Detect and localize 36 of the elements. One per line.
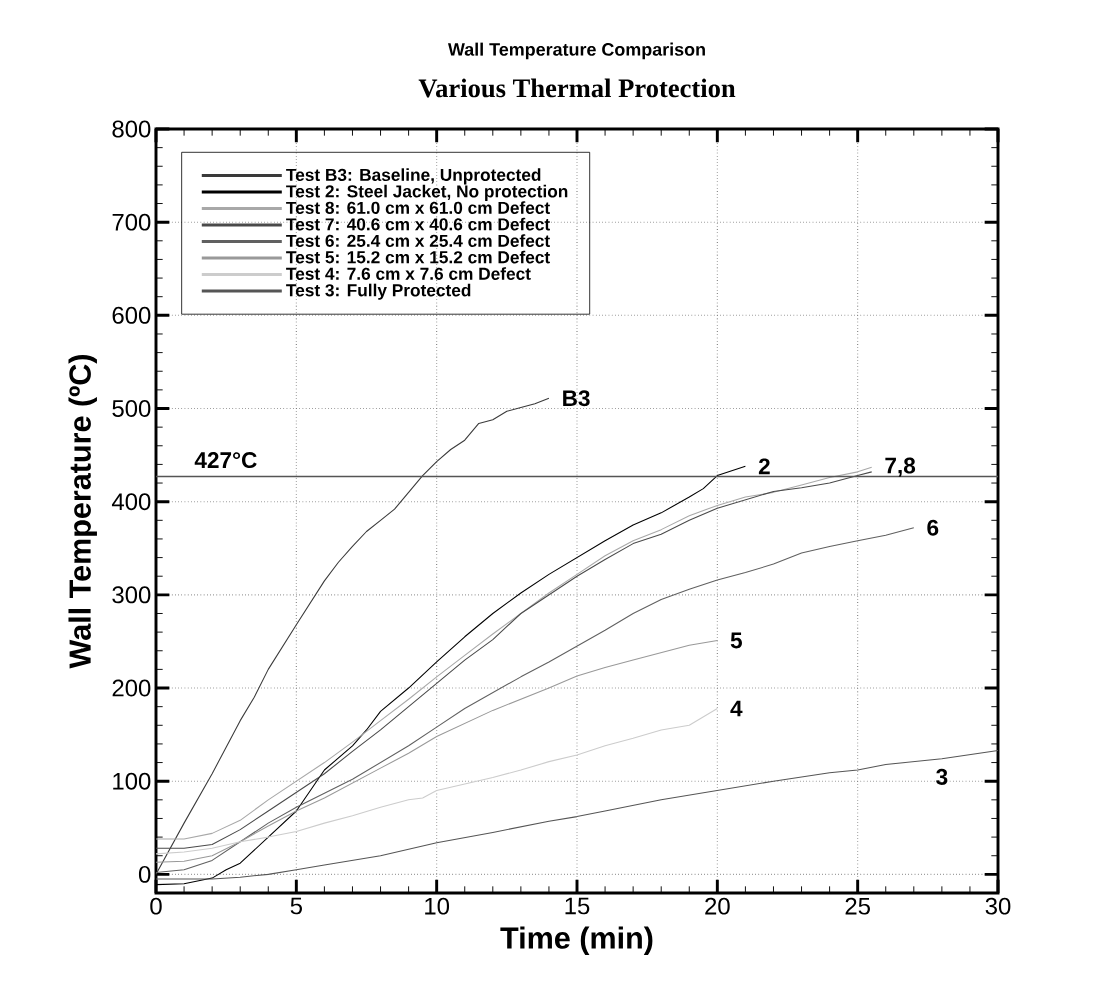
x-tick-label: 15: [565, 897, 590, 915]
annotation: 7,8: [885, 457, 916, 477]
x-tick-label: 30: [985, 897, 1011, 915]
legend-label: Test 4: 7.6 cm x 7.6 cm Defect: [286, 267, 531, 280]
annotation: 6: [927, 519, 939, 536]
annotation: 5: [730, 632, 742, 649]
y-tick-label: 200: [112, 679, 151, 697]
y-tick-label: 600: [112, 306, 151, 324]
y-tick-label: 800: [112, 120, 151, 138]
legend-label: Test B3: Baseline, Unprotected: [286, 168, 541, 185]
x-tick-label: 10: [425, 897, 450, 915]
annotation: 4: [730, 700, 743, 717]
annotation: 2: [758, 458, 770, 475]
legend-label: Test 5: 15.2 cm x 15.2 cm Defect: [286, 250, 550, 264]
y-tick-label: 700: [112, 213, 151, 231]
x-axis-title: Time (min): [500, 926, 653, 955]
legend-label: Test 6: 25.4 cm x 25.4 cm Defect: [286, 234, 550, 247]
y-tick-label: 500: [112, 400, 151, 417]
y-tick-label: 100: [113, 772, 151, 790]
legend-label: Test 3: Fully Protected: [286, 283, 471, 300]
y-axis-title: Wall Temperature (ºC): [68, 355, 97, 669]
x-tick-label: 0: [150, 897, 162, 915]
ref-line-label: 427°C: [194, 452, 257, 469]
x-tick-label: 20: [705, 897, 730, 915]
chart-title: Wall Temperature Comparison: [447, 42, 705, 60]
chart-subtitle: Various Thermal Protection: [418, 78, 736, 98]
annotation: B3: [563, 390, 590, 407]
x-tick-label: 5: [290, 897, 302, 915]
x-tick-label: 25: [845, 897, 870, 915]
legend-label: Test 8: 61.0 cm x 61.0 cm Defect: [286, 201, 550, 214]
y-tick-label: 0: [138, 865, 151, 883]
y-tick-label: 400: [111, 493, 151, 511]
annotation: 3: [936, 768, 948, 785]
y-tick-label: 300: [112, 586, 151, 604]
legend-label: Test 2: Steel Jacket, No protection: [286, 184, 568, 201]
legend-label: Test 7: 40.6 cm x 40.6 cm Defect: [286, 217, 550, 231]
